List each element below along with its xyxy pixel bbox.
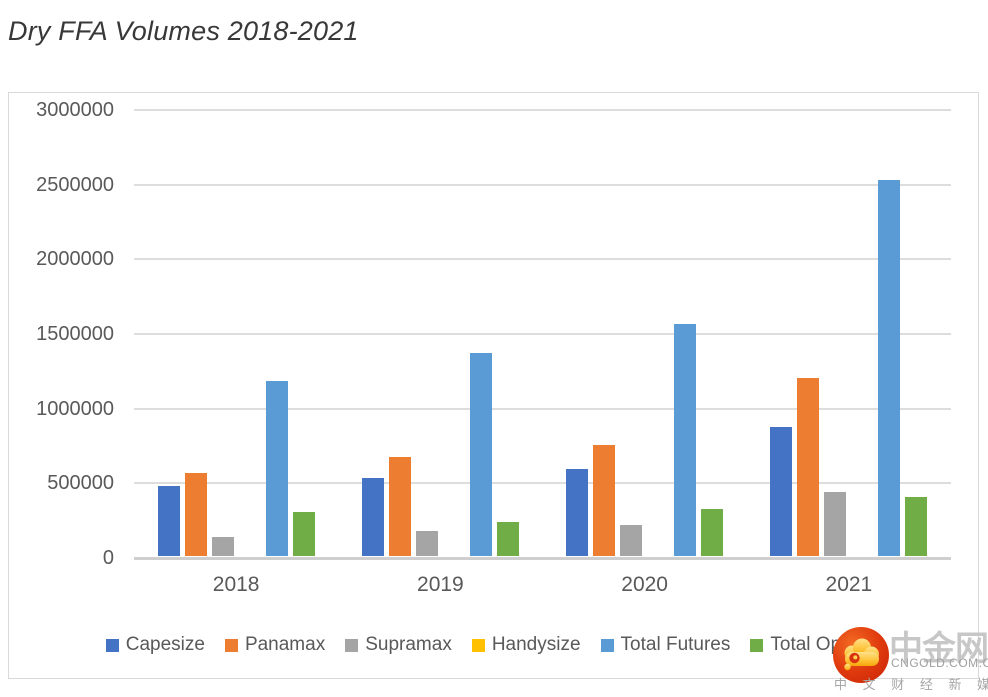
y-tick-label: 2500000 — [36, 173, 114, 196]
bar-panamax-2021 — [797, 378, 820, 556]
legend: Capesize Panamax Supramax Handysize Total Fu… — [9, 631, 978, 659]
bar-supramax-2018 — [211, 537, 234, 556]
bar-group-2019 — [361, 353, 519, 556]
gridline — [134, 333, 951, 335]
bar-total-options-2020 — [701, 509, 724, 556]
gridline — [134, 482, 951, 485]
y-tick-label: 1000000 — [36, 397, 114, 420]
legend-label: Supramax — [365, 634, 452, 655]
bar-supramax-2021 — [824, 492, 847, 556]
y-tick-label: 3000000 — [36, 99, 114, 121]
bar-capesize-2021 — [770, 427, 793, 556]
legend-swatch-icon — [600, 638, 614, 652]
legend-label: Total Options — [770, 634, 882, 655]
legend-swatch-icon — [750, 638, 764, 652]
y-tick-label: 0 — [102, 547, 114, 569]
x-tick-label: 2021 — [825, 573, 873, 596]
bar-total-options-2018 — [292, 512, 315, 556]
bar-panamax-2018 — [184, 473, 207, 556]
x-tick-label: 2019 — [417, 573, 464, 596]
legend-swatch-icon — [345, 638, 359, 652]
legend-swatch-icon — [471, 638, 485, 652]
bar-total-futures-2021 — [878, 180, 901, 556]
legend-item-panamax: Panamax — [224, 634, 326, 656]
legend-label: Capesize — [125, 634, 205, 655]
bar-panamax-2019 — [388, 457, 411, 556]
bar-total-options-2021 — [905, 497, 928, 556]
y-tick-label: 500000 — [47, 472, 114, 495]
x-axis-line — [134, 557, 951, 560]
bar-supramax-2019 — [415, 531, 438, 556]
gridline — [134, 183, 951, 186]
bar-capesize-2018 — [157, 486, 180, 556]
bar-panamax-2020 — [593, 445, 616, 556]
bar-total-futures-2019 — [469, 353, 492, 556]
legend-label: Handysize — [491, 634, 581, 655]
bar-total-futures-2018 — [265, 381, 288, 556]
legend-label: Panamax — [244, 634, 326, 655]
bar-group-2018 — [157, 381, 315, 556]
plot-area: 0 500000 1000000 1500000 2000000 2500000 30000… — [8, 92, 979, 679]
legend-item-total-options: Total Options — [750, 634, 881, 656]
legend-item-total-futures: Total Futures — [600, 634, 731, 656]
bar-capesize-2020 — [566, 469, 589, 556]
bar-total-futures-2020 — [674, 324, 697, 556]
y-tick-label: 1500000 — [36, 323, 114, 345]
gridline — [134, 258, 951, 261]
bar-group-2020 — [566, 324, 724, 556]
legend-label: Total Futures — [620, 634, 731, 655]
bar-capesize-2019 — [361, 478, 384, 556]
bar-total-options-2019 — [496, 522, 519, 556]
bar-supramax-2020 — [620, 525, 643, 556]
x-tick-label: 2018 — [212, 573, 260, 596]
chart-title: Dry FFA Volumes 2018-2021 — [8, 16, 359, 46]
legend-item-handysize: Handysize — [471, 634, 581, 656]
gridline — [134, 407, 951, 410]
legend-item-capesize: Capesize — [105, 634, 205, 656]
y-tick-label: 2000000 — [36, 248, 114, 271]
legend-swatch-icon — [224, 638, 238, 652]
legend-item-supramax: Supramax — [345, 634, 452, 656]
x-tick-label: 2020 — [621, 573, 668, 596]
bar-group-2021 — [770, 180, 928, 556]
gridline — [134, 109, 951, 111]
legend-swatch-icon — [105, 638, 119, 652]
